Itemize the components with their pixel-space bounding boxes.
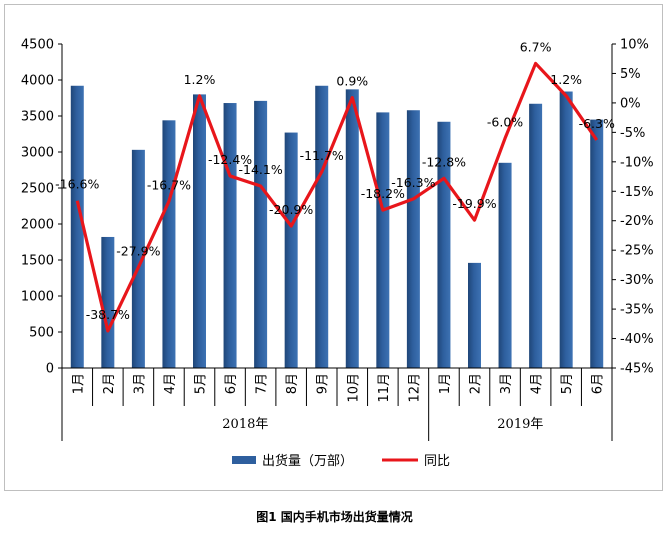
bars-layer: [70, 85, 604, 369]
right-tick-label: -25%: [620, 244, 654, 259]
right-tick-label: -40%: [620, 332, 654, 347]
bar-4: [162, 120, 176, 368]
x-tick-label: 8月: [285, 373, 300, 394]
left-tick-label: 2500: [21, 182, 54, 197]
x-tick-label: 2月: [469, 373, 484, 394]
data-label-11: -18.2%: [361, 186, 405, 201]
bar-14: [468, 262, 481, 368]
right-tick-label: -15%: [620, 185, 654, 200]
x-tick-label: 2月: [102, 373, 117, 394]
group-label: 2019年: [497, 417, 543, 432]
right-tick-label: 0%: [620, 96, 641, 111]
data-label-18: -6.3%: [579, 116, 615, 131]
data-label-2: -38.7%: [86, 307, 130, 322]
left-tick-label: 2000: [21, 218, 54, 233]
bar-9: [315, 85, 329, 368]
x-tick-label: 5月: [194, 373, 209, 394]
x-tick-label: 10月: [346, 373, 361, 403]
legend-bar-label: 出货量（万部）: [262, 453, 353, 469]
bar-8: [284, 132, 298, 368]
data-label-10: 0.9%: [336, 74, 368, 89]
bar-15: [498, 162, 512, 368]
right-tick-label: -20%: [620, 214, 654, 229]
x-tick-label: 4月: [530, 373, 545, 394]
data-label-16: 6.7%: [520, 39, 552, 54]
line-layer: [75, 61, 599, 333]
x-tick-label: 5月: [560, 373, 575, 394]
left-tick-label: 1000: [21, 290, 54, 305]
data-label-14: -19.9%: [452, 196, 496, 211]
data-label-8: -20.9%: [269, 202, 313, 217]
bar-12: [406, 110, 420, 369]
bar-10: [345, 89, 359, 369]
bar-3: [131, 149, 145, 368]
axes-layer: 0 500 1000 1500 2000 2500 3000 3500 4000 4500 10% 5…: [21, 38, 654, 441]
data-label-6: -12.4%: [208, 152, 252, 167]
x-tick-label: 3月: [499, 373, 514, 394]
data-label-9: -11.7%: [300, 148, 344, 163]
bar-16: [529, 103, 543, 368]
group-label: 2018年: [222, 417, 268, 432]
data-label-7: -14.1%: [238, 162, 282, 177]
data-label-3: -27.9%: [116, 243, 160, 258]
x-tick-label: 1月: [71, 373, 86, 394]
right-tick-label: -35%: [620, 303, 654, 318]
x-tick-label: 11月: [377, 373, 392, 403]
left-tick-label: 3500: [21, 110, 54, 125]
x-tick-label: 6月: [591, 373, 606, 394]
right-tick-label: 10%: [620, 38, 649, 53]
x-tick-label: 1月: [438, 373, 453, 394]
data-label-12: -16.3%: [391, 175, 435, 190]
data-label-1: -16.6%: [55, 177, 99, 192]
chart: 0 500 1000 1500 2000 2500 3000 3500 4000 4500 10% 5…: [21, 38, 654, 470]
x-tick-label: 3月: [132, 373, 147, 394]
data-label-17: 1.2%: [550, 72, 582, 87]
bar-17: [559, 91, 573, 369]
labels-layer: -16.6% -38.7% -27.9% -16.7% 1.2% -12.4%-14.1%…: [55, 39, 615, 321]
bar-11: [376, 112, 390, 369]
x-tick-label: 6月: [224, 373, 239, 394]
right-tick-label: -45%: [620, 362, 654, 377]
left-tick-label: 3000: [21, 146, 54, 161]
data-label-15: -6.0%: [487, 114, 523, 129]
data-label-13: -12.8%: [422, 154, 466, 169]
figure-caption: 图1 国内手机市场出货量情况: [256, 510, 413, 524]
data-label-4: -16.7%: [147, 177, 191, 192]
right-tick-label: 5%: [620, 67, 641, 82]
x-tick-label: 12月: [407, 373, 422, 403]
right-tick-label: -10%: [620, 155, 654, 170]
x-tick-label: 9月: [316, 373, 331, 394]
legend: 出货量（万部） 同比: [232, 453, 450, 469]
left-tick-label: 0: [46, 362, 54, 377]
bar-18: [590, 119, 604, 368]
bar-6: [223, 103, 237, 368]
left-tick-label: 4500: [21, 38, 54, 53]
legend-line-label: 同比: [424, 454, 450, 469]
bar-2: [101, 236, 115, 368]
bar-1: [70, 85, 84, 368]
yoy-line: [75, 61, 599, 333]
x-tick-label: 4月: [163, 373, 178, 394]
right-tick-label: -30%: [620, 273, 654, 288]
x-tick-label: 7月: [255, 373, 270, 394]
right-tick-label: -5%: [620, 126, 645, 141]
bar-7: [254, 100, 268, 368]
left-tick-label: 1500: [21, 254, 54, 269]
data-label-5: 1.2%: [184, 72, 216, 87]
left-tick-label: 500: [29, 326, 54, 341]
bar-5: [193, 94, 206, 369]
left-tick-label: 4000: [21, 74, 54, 89]
legend-bar-swatch: [232, 456, 256, 464]
